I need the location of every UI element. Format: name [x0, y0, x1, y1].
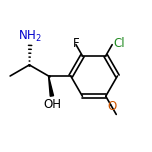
- Text: O: O: [107, 100, 116, 113]
- Text: NH$_2$: NH$_2$: [18, 28, 42, 44]
- Polygon shape: [48, 76, 54, 96]
- Text: OH: OH: [44, 98, 62, 111]
- Text: F: F: [73, 37, 79, 50]
- Text: Cl: Cl: [113, 37, 124, 50]
